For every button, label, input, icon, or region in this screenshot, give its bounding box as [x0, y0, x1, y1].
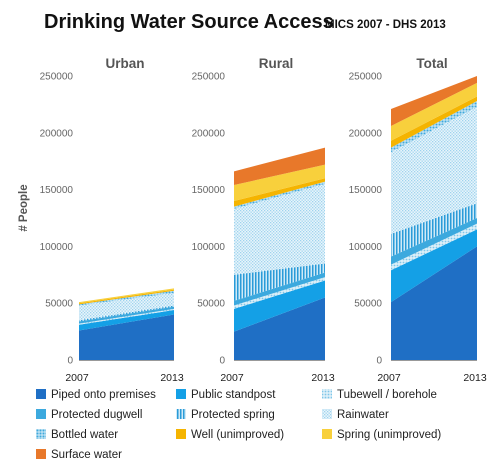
- legend-label: Public standpost: [191, 389, 276, 401]
- area-total-bottled-water: [391, 100, 477, 153]
- legend-label: Bottled water: [51, 429, 118, 441]
- legend-item-surface-water: Surface water: [36, 449, 122, 461]
- area-total-tubewell-borehole: [391, 223, 477, 271]
- chart-title: Drinking Water Source Access: [44, 11, 334, 33]
- y-tick-label-total: 50000: [354, 299, 382, 310]
- area-total-well-unimproved: [391, 96, 477, 148]
- y-tick-label-urban: 100000: [40, 242, 74, 253]
- area-rural-public-standpost: [234, 280, 325, 332]
- y-tick-label-total: 0: [376, 356, 382, 367]
- y-tick-label-urban: 250000: [40, 72, 74, 83]
- legend-swatch: [176, 409, 186, 419]
- y-tick-label-total: 250000: [349, 72, 383, 83]
- legend-item-tubewell-borehole: Tubewell / borehole: [322, 389, 437, 401]
- x-tick-label-rural: 2013: [311, 372, 335, 384]
- legend-swatch: [36, 409, 46, 419]
- x-tick-label-total: 2007: [377, 372, 401, 384]
- area-total-surface-water: [391, 76, 477, 126]
- area-rural-spring-unimproved: [234, 164, 325, 201]
- y-tick-label-total: 100000: [349, 242, 383, 253]
- area-rural-surface-water: [234, 147, 325, 186]
- x-tick-label-urban: 2013: [160, 372, 184, 384]
- legend-swatch: [36, 449, 46, 459]
- y-tick-label-rural: 200000: [192, 128, 226, 139]
- area-urban-well-unimproved: [79, 289, 174, 305]
- area-rural-tubewell-borehole: [234, 277, 325, 309]
- panel-title-total: Total: [416, 56, 447, 71]
- panel-urban: Urban 0 50000 100000 150000 200000 250000 2007 2…: [40, 56, 184, 384]
- y-tick-label-rural: 150000: [192, 185, 226, 196]
- legend-item-rainwater: Rainwater: [322, 409, 389, 421]
- y-tick-label-urban: 200000: [40, 128, 74, 139]
- legend-item-spring-unimproved: Spring (unimproved): [322, 429, 441, 441]
- chart-panels: Urban 0 50000 100000 150000 200000 250000 2007 2…: [40, 56, 487, 384]
- legend-label: Tubewell / borehole: [337, 389, 437, 401]
- area-rural-protected-dugwell: [234, 272, 325, 306]
- y-tick-label-urban: 50000: [45, 299, 73, 310]
- area-total-protected-spring: [391, 203, 477, 257]
- area-rural-protected-spring: [234, 263, 325, 301]
- area-total-protected-dugwell: [391, 218, 477, 265]
- area-urban-bottled-water: [79, 290, 174, 306]
- legend-item-bottled-water: Bottled water: [36, 429, 118, 441]
- legend-swatch: [36, 389, 46, 399]
- y-tick-label-urban: 0: [67, 356, 73, 367]
- y-tick-label-rural: 0: [219, 356, 225, 367]
- area-total-piped-onto-premises: [391, 246, 477, 360]
- legend: Piped onto premises Public standpost Tubew…: [36, 389, 441, 461]
- panel-rural: Rural 0 50000 100000 150000 200000 250000 2007 2…: [192, 56, 335, 384]
- area-urban-protected-dugwell: [79, 306, 174, 324]
- area-urban-protected-spring: [79, 305, 174, 322]
- legend-swatch: [322, 429, 332, 439]
- legend-label: Rainwater: [337, 409, 389, 421]
- legend-swatch: [322, 409, 332, 419]
- y-tick-label-rural: 100000: [192, 242, 226, 253]
- x-tick-label-total: 2013: [463, 372, 487, 384]
- legend-swatch: [176, 389, 186, 399]
- area-urban-tubewell-borehole: [79, 308, 174, 325]
- legend-swatch: [36, 429, 46, 439]
- legend-label: Piped onto premises: [51, 389, 156, 401]
- y-tick-label-rural: 50000: [197, 299, 225, 310]
- x-tick-label-urban: 2007: [65, 372, 89, 384]
- panel-title-rural: Rural: [259, 56, 294, 71]
- area-urban-spring-unimproved: [79, 288, 174, 304]
- panel-total: Total 0 50000 100000 150000 200000 250000 2007 2…: [349, 56, 487, 384]
- area-rural-well-unimproved: [234, 178, 325, 207]
- y-tick-label-total: 150000: [349, 185, 383, 196]
- area-urban-rainwater: [79, 292, 174, 321]
- legend-item-protected-dugwell: Protected dugwell: [36, 409, 142, 421]
- area-urban-piped-onto-premises: [79, 314, 174, 360]
- area-rural-rainwater: [234, 183, 325, 275]
- area-rural-piped-onto-premises: [234, 297, 325, 360]
- legend-label: Well (unimproved): [191, 429, 284, 441]
- x-tick-label-rural: 2007: [220, 372, 244, 384]
- y-tick-label-rural: 250000: [192, 72, 226, 83]
- legend-label: Surface water: [51, 449, 122, 461]
- legend-label: Spring (unimproved): [337, 429, 441, 441]
- legend-item-protected-spring: Protected spring: [176, 409, 275, 421]
- y-tick-label-urban: 150000: [40, 185, 74, 196]
- legend-item-well-unimproved: Well (unimproved): [176, 429, 284, 441]
- legend-label: Protected spring: [191, 409, 275, 421]
- legend-label: Protected dugwell: [51, 409, 142, 421]
- area-urban-public-standpost: [79, 310, 174, 331]
- chart-subtitle: MICS 2007 - DHS 2013: [325, 19, 446, 31]
- legend-swatch: [176, 429, 186, 439]
- legend-swatch: [322, 389, 332, 399]
- panel-title-urban: Urban: [105, 56, 144, 71]
- area-rural-bottled-water: [234, 181, 325, 209]
- legend-item-public-standpost: Public standpost: [176, 389, 276, 401]
- area-total-rainwater: [391, 106, 477, 234]
- legend-item-piped-onto-premises: Piped onto premises: [36, 389, 156, 401]
- area-total-spring-unimproved: [391, 82, 477, 141]
- y-tick-label-total: 200000: [349, 128, 383, 139]
- area-total-public-standpost: [391, 229, 477, 303]
- y-axis-label: # People: [18, 184, 30, 231]
